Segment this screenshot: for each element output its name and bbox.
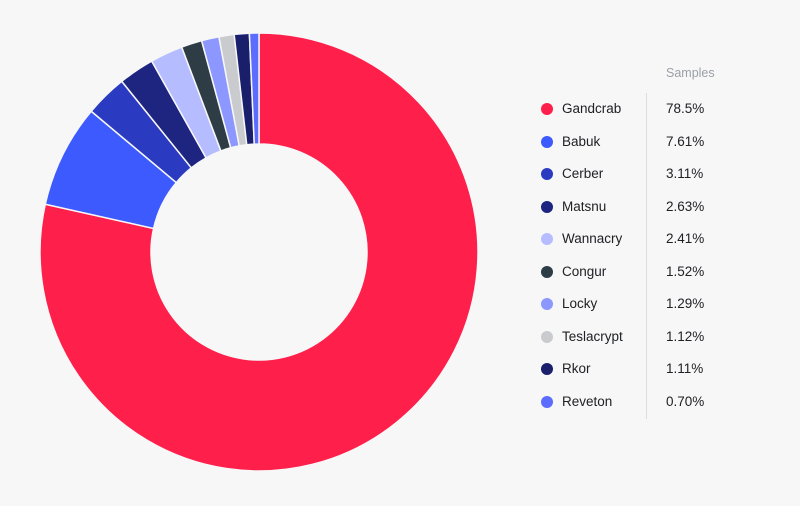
legend-label: Reveton (562, 393, 613, 409)
legend: Gandcrab 78.5% Babuk 7.61% Cerber 3.11% Matsnu… (541, 95, 741, 420)
legend-swatch (541, 330, 553, 343)
legend-item-rkor[interactable]: Rkor 1.11% (541, 355, 741, 388)
legend-item-gandcrab[interactable]: Gandcrab 78.5% (541, 95, 741, 128)
legend-swatch (541, 168, 553, 180)
legend-label: Teslacrypt (562, 328, 623, 344)
legend-label: Babuk (562, 133, 601, 149)
legend-value: 0.70% (666, 393, 705, 409)
legend-value: 1.12% (666, 328, 705, 344)
legend-item-reveton[interactable]: Reveton 0.70% (541, 388, 741, 421)
legend-value: 1.11% (666, 361, 704, 376)
legend-value: 7.61% (666, 133, 705, 149)
legend-item-babuk[interactable]: Babuk 7.61% (541, 128, 741, 161)
legend-swatch (541, 233, 553, 245)
legend-value: 2.41% (666, 231, 705, 246)
legend-label: Rkor (562, 361, 591, 376)
legend-item-cerber[interactable]: Cerber 3.11% (541, 160, 741, 193)
legend-item-wannacry[interactable]: Wannacry 2.41% (541, 225, 741, 258)
legend-label: Locky (562, 296, 598, 311)
legend-item-matsnu[interactable]: Matsnu 2.63% (541, 193, 741, 226)
legend-swatch (541, 298, 553, 310)
legend-swatch (541, 135, 553, 148)
legend-header: Samples (666, 66, 715, 80)
legend-label: Cerber (562, 166, 604, 181)
legend-swatch (541, 265, 553, 278)
legend-swatch (541, 395, 553, 408)
legend-value: 78.5% (666, 101, 705, 116)
legend-value: 1.52% (666, 263, 705, 279)
legend-swatch (541, 363, 553, 375)
legend-value: 2.63% (666, 198, 705, 214)
legend-label: Congur (562, 263, 607, 279)
legend-swatch (541, 200, 553, 213)
legend-label: Gandcrab (562, 101, 622, 116)
legend-item-locky[interactable]: Locky 1.29% (541, 290, 741, 323)
legend-divider (646, 93, 647, 419)
legend-label: Wannacry (562, 231, 623, 246)
slice-reveton[interactable] (248, 32, 260, 145)
legend-item-teslacrypt[interactable]: Teslacrypt 1.12% (541, 323, 741, 356)
donut-chart (39, 32, 479, 472)
legend-value: 1.29% (666, 296, 705, 311)
legend-value: 3.11% (666, 166, 704, 181)
legend-label: Matsnu (562, 198, 607, 214)
legend-swatch (541, 103, 553, 115)
slice-gandcrab[interactable] (39, 32, 479, 472)
legend-item-congur[interactable]: Congur 1.52% (541, 258, 741, 291)
